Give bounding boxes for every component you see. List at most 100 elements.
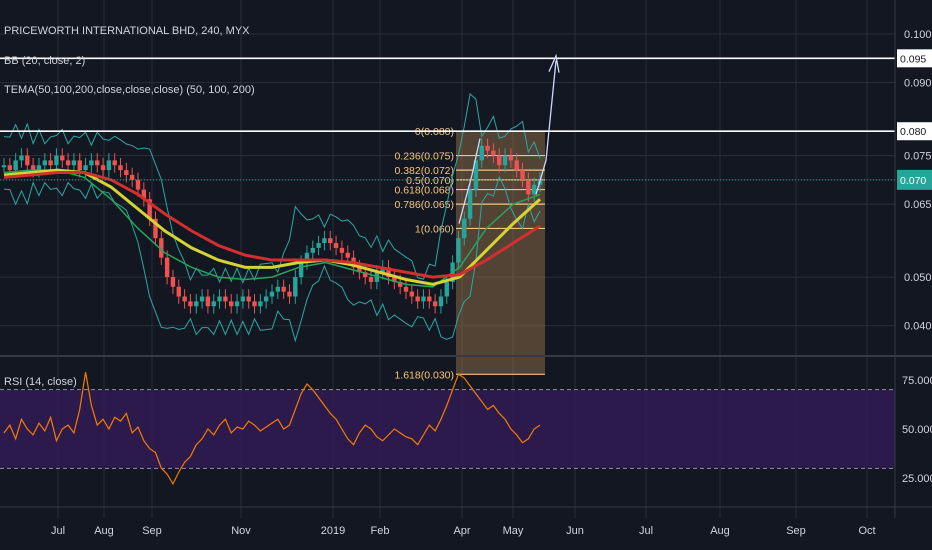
candle-body — [339, 247, 345, 253]
candle-body — [65, 160, 71, 166]
x-tick-label: Jun — [566, 525, 584, 537]
candle-body — [246, 296, 251, 302]
candle-body — [252, 301, 257, 307]
x-tick-label: 2019 — [321, 525, 345, 537]
projection-arrow-2 — [535, 60, 557, 195]
candle-body — [497, 155, 502, 166]
candle-body — [467, 189, 473, 219]
x-tick-label: Sep — [786, 525, 806, 537]
candle-body — [328, 238, 333, 244]
fib-level-label: 0.382(0.072) — [394, 165, 454, 177]
candle-body — [269, 291, 275, 297]
x-tick-label: Jul — [639, 525, 653, 537]
candle-body — [95, 160, 100, 166]
candle-body — [275, 286, 281, 292]
candle-body — [199, 296, 205, 302]
candle-body — [322, 238, 327, 244]
candle-body — [223, 296, 228, 302]
x-tick-label: Oct — [858, 525, 875, 537]
candle-body — [89, 160, 94, 166]
chart-title: PRICEWORTH INTERNATIONAL BHD, 240, MYX — [4, 25, 250, 37]
candle-body — [345, 252, 350, 258]
bb-indicator-label[interactable]: BB (20, close, 2) — [4, 55, 86, 67]
candle-body — [427, 296, 432, 302]
fib-level-label: 0.5(0.070) — [406, 175, 454, 187]
candle-body — [310, 247, 315, 253]
candle-body — [170, 277, 176, 287]
candle-body — [392, 277, 397, 282]
candle-body — [100, 165, 106, 171]
candle-body — [403, 286, 409, 292]
axes: Jul Aug Sep Nov 2019 Feb Apr May Jun Jul Aug Sep Oct… — [0, 0, 932, 537]
candle-body — [234, 301, 240, 307]
candle-body — [118, 165, 123, 171]
tema-100-line — [3, 168, 542, 286]
rsi-line — [3, 372, 541, 486]
candle-body — [456, 238, 461, 263]
rsi-indicator-label[interactable]: RSI (14, close) — [4, 376, 77, 388]
candle-body — [159, 238, 164, 258]
fib-level-label: 1(0.060) — [415, 223, 454, 235]
candle-body — [386, 267, 391, 278]
rsi-tick-label: 50.0000 — [902, 424, 932, 436]
candle-body — [304, 252, 310, 263]
candle-body — [129, 174, 135, 180]
candle-body — [194, 301, 199, 307]
candle-body — [438, 296, 444, 307]
candle-body — [135, 179, 141, 190]
fibonacci-retracement[interactable]: 0(0.080) 0.236(0.075) 0.382(0.072)0.5(0.07… — [394, 126, 545, 381]
candle-body — [258, 301, 263, 307]
current-price-box — [897, 169, 932, 190]
candle-body — [479, 145, 484, 161]
tema-50-line — [3, 169, 541, 288]
tema-lines — [3, 168, 542, 288]
candle-body — [287, 291, 292, 297]
x-tick-label: Feb — [371, 525, 390, 537]
candle-body — [25, 155, 30, 166]
candle-body — [421, 296, 426, 302]
candle-body — [462, 218, 467, 239]
candle-body — [409, 291, 415, 297]
candle-body — [263, 296, 269, 302]
candle-body — [333, 243, 339, 248]
candle-body — [77, 160, 82, 171]
candle-body — [83, 165, 88, 171]
bb-upper — [3, 93, 541, 284]
horizontal-lines[interactable]: 0.095 0.080 0.070 — [0, 49, 932, 190]
candle-body — [293, 277, 298, 297]
candle-body — [211, 301, 216, 307]
tema-indicator-label[interactable]: TEMA(50,100,200,close,close,close) (50, … — [4, 84, 255, 96]
candle-body — [514, 160, 519, 171]
fib-level-label: 0.618(0.068) — [394, 185, 454, 197]
candle-body — [491, 150, 496, 156]
candle-body — [205, 296, 211, 307]
price-label-box — [897, 122, 932, 141]
candle-body — [432, 301, 438, 307]
x-tick-label: May — [503, 525, 524, 537]
fib-level-label: 0.786(0.065) — [394, 199, 454, 211]
candle-body — [30, 165, 36, 171]
y-tick-label: 0.050 — [904, 272, 932, 284]
candle-body — [380, 267, 385, 273]
y-tick-label: 0.100 — [904, 29, 932, 41]
x-tick-label: Aug — [710, 525, 730, 537]
candle-body — [473, 160, 479, 190]
price-label-box — [897, 49, 932, 68]
candle-body — [397, 281, 403, 287]
trend-arrows[interactable] — [458, 53, 560, 224]
x-tick-label: Sep — [142, 525, 162, 537]
y-tick-label: 0.040 — [904, 321, 932, 333]
candle-body — [71, 160, 77, 166]
candle-body — [1, 165, 7, 168]
candle-body — [42, 160, 47, 166]
candle-body — [229, 301, 234, 307]
candle-body — [298, 262, 304, 278]
x-tick-label: Aug — [94, 525, 114, 537]
tema-200-line — [3, 171, 541, 279]
y-tick-label: 0.090 — [904, 78, 932, 90]
fib-level-label: 0(0.080) — [415, 126, 454, 138]
candle-body — [240, 296, 246, 302]
candle-body — [36, 165, 42, 171]
candle-body — [124, 170, 129, 175]
